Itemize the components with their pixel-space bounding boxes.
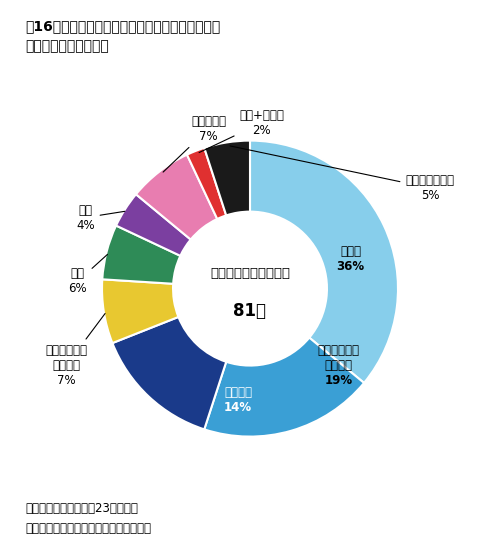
Text: アジア（日本
を除く）
19%: アジア（日本 を除く） 19% [318, 344, 360, 387]
Wedge shape [102, 279, 178, 343]
Text: その他地域
7%: その他地域 7% [163, 115, 226, 172]
Wedge shape [250, 140, 398, 383]
Text: 出所：各社プレスリリースをもとに作成: 出所：各社プレスリリースをもとに作成 [25, 522, 151, 534]
Text: 日本+アジア
2%: 日本+アジア 2% [199, 109, 284, 153]
Text: 北米
6%: 北米 6% [68, 254, 108, 295]
Text: 欧州
4%: 欧州 4% [76, 204, 125, 231]
Text: 図16　国内上場創薬ベンチャー；ライセンスアウ: 図16 国内上場創薬ベンチャー；ライセンスアウ [25, 19, 220, 33]
Text: ライセンスアウト契約: ライセンスアウト契約 [210, 268, 290, 280]
Wedge shape [204, 140, 250, 215]
Text: 注：対象地域が不明の23件を除外: 注：対象地域が不明の23件を除外 [25, 502, 138, 515]
Text: ト契約の対象地域割合: ト契約の対象地域割合 [25, 39, 109, 53]
Wedge shape [204, 337, 364, 437]
Text: 全世界
36%: 全世界 36% [336, 245, 364, 273]
Text: 全世界（一部
を除く）
7%: 全世界（一部 を除く） 7% [45, 314, 105, 387]
Wedge shape [136, 155, 217, 240]
Text: 日本のみ
14%: 日本のみ 14% [224, 386, 252, 413]
Wedge shape [112, 317, 226, 430]
Wedge shape [102, 225, 180, 284]
Wedge shape [187, 148, 226, 219]
Wedge shape [116, 194, 190, 256]
Text: 81件: 81件 [234, 302, 266, 320]
Text: 複数地域組合せ
5%: 複数地域組合せ 5% [230, 146, 454, 202]
